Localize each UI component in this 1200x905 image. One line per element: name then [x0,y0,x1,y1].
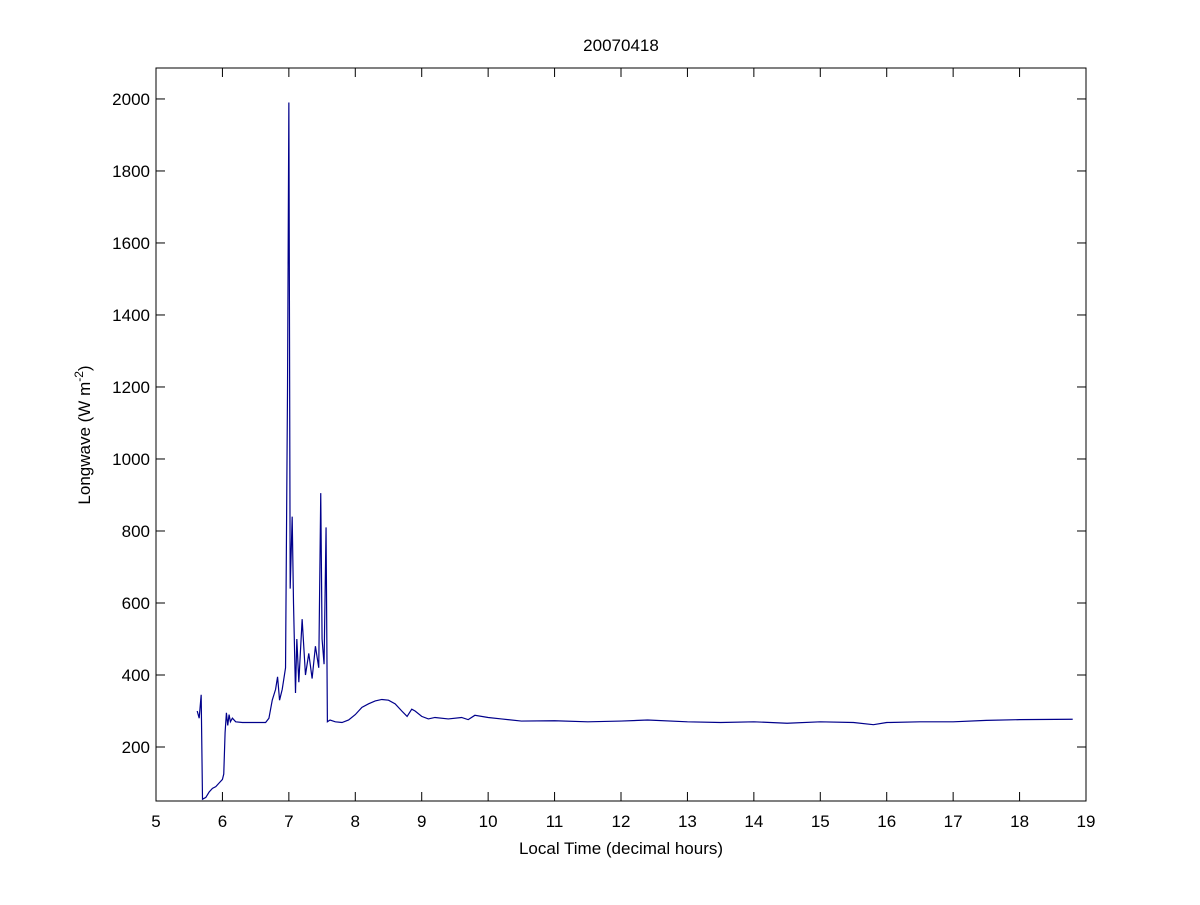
y-axis-label-main: Longwave (W m [75,382,94,505]
x-tick-label: 11 [546,812,564,831]
x-tick-label: 13 [678,812,697,831]
x-tick-label: 14 [744,812,763,831]
data-line [196,102,1073,801]
x-tick-label: 12 [612,812,631,831]
y-tick-label: 2000 [112,90,150,109]
y-tick-label: 600 [122,594,150,613]
x-tick-label: 16 [877,812,896,831]
plot-box [155,67,1087,802]
y-tick-label: 400 [122,666,150,685]
chart-title: 20070418 [583,36,659,55]
x-tick-label: 18 [1010,812,1029,831]
x-tick-label: 10 [479,812,498,831]
y-tick-label: 1600 [112,234,150,253]
x-tick-label: 17 [944,812,963,831]
x-tick-label: 15 [811,812,830,831]
x-tick-label: 19 [1077,812,1096,831]
x-tick-label: 5 [151,812,160,831]
x-tick-label: 6 [218,812,227,831]
y-tick-label: 1200 [112,378,150,397]
y-tick-label: 1800 [112,162,150,181]
y-axis-label-superscript: -2 [72,371,86,382]
x-tick-label: 9 [417,812,426,831]
y-tick-label: 1000 [112,450,150,469]
x-axis-label: Local Time (decimal hours) [519,839,723,858]
y-tick-label: 1400 [112,306,150,325]
y-axis-label-end: ) [75,365,94,371]
x-tick-label: 8 [351,812,360,831]
x-tick-label: 7 [284,812,293,831]
y-axis-label: Longwave (W m-2) [72,365,94,504]
y-tick-label: 800 [122,522,150,541]
y-tick-label: 200 [122,738,150,757]
